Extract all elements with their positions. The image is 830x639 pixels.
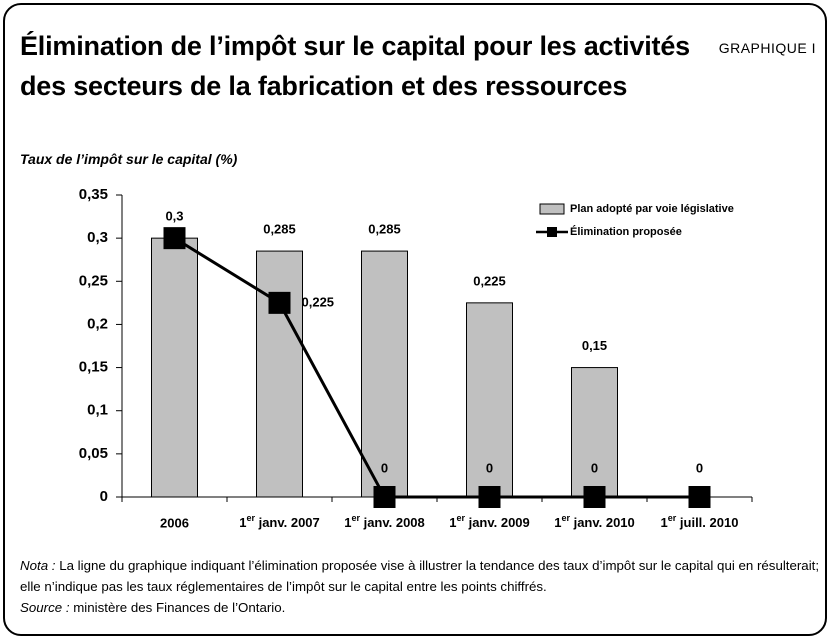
bar-value-label: 0,15	[582, 338, 607, 353]
line-value-label: 0	[486, 460, 493, 475]
bar-value-label: 0,285	[263, 222, 296, 237]
line-marker	[268, 291, 291, 314]
bar	[466, 302, 513, 498]
y-tick-label: 0,1	[87, 402, 108, 419]
line-value-label: 0	[381, 460, 388, 475]
x-tick-label: 2006	[160, 515, 189, 530]
line-marker	[373, 486, 396, 508]
source-label: Source :	[20, 600, 70, 615]
line-marker	[583, 486, 606, 508]
y-axis-label: Taux de l’impôt sur le capital (%)	[20, 151, 238, 167]
x-tick-label: 1er janv. 2010	[554, 513, 635, 530]
line-marker	[688, 486, 711, 508]
y-tick-label: 0,05	[79, 445, 108, 462]
bar	[361, 250, 408, 498]
bar	[151, 237, 198, 498]
x-tick-label: 1er janv. 2009	[449, 513, 530, 530]
bar-value-label: 0,225	[473, 273, 506, 288]
y-tick-label: 0,15	[79, 359, 108, 376]
line-value-label: 0,225	[302, 294, 335, 309]
x-tick-label: 1er janv. 2007	[239, 513, 320, 530]
chart-title: Élimination de l’impôt sur le capital po…	[20, 31, 690, 101]
bar	[256, 250, 303, 498]
y-tick-label: 0,35	[79, 186, 108, 203]
line-value-label: 0	[696, 460, 703, 475]
source-text: ministère des Finances de l’Ontario.	[73, 600, 286, 615]
bar-value-label: 0,3	[165, 209, 183, 224]
note-text: La ligne du graphique indiquant l’élimin…	[20, 558, 820, 594]
x-tick-label: 1er juill. 2010	[661, 513, 739, 530]
line-value-label: 0	[591, 460, 598, 475]
y-tick-label: 0	[100, 488, 108, 505]
line-marker	[478, 486, 501, 508]
legend-swatch	[547, 227, 557, 237]
figure-tag: GRAPHIQUE I	[718, 40, 816, 56]
note-label: Nota :	[20, 558, 56, 573]
y-tick-label: 0,2	[87, 315, 108, 332]
y-tick-label: 0,25	[79, 272, 108, 289]
bar-value-label: 0,285	[368, 222, 401, 237]
x-tick-label: 1er janv. 2008	[344, 513, 425, 530]
legend-swatch	[539, 203, 565, 215]
bar	[571, 367, 618, 498]
legend-label: Plan adopté par voie législative	[570, 203, 734, 215]
line-marker	[163, 227, 186, 250]
frame	[3, 3, 827, 636]
y-tick-label: 0,3	[87, 229, 108, 246]
notes: Nota : La ligne du graphique indiquant l…	[20, 555, 820, 618]
legend-label: Élimination proposée	[570, 225, 682, 238]
line	[173, 236, 700, 499]
